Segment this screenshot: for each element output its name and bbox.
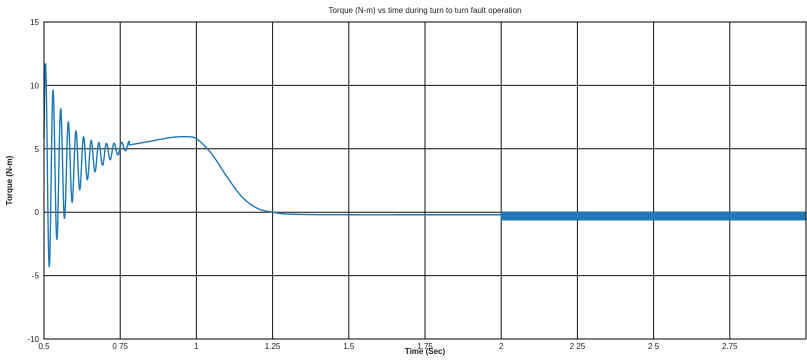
y-tick-label: 0 bbox=[35, 208, 40, 217]
x-tick-label: 2 bbox=[499, 342, 504, 351]
y-axis-label: Torque (N-m) bbox=[5, 155, 14, 205]
y-tick-label: -10 bbox=[27, 335, 39, 344]
x-tick-label: 0 75 bbox=[112, 342, 128, 351]
x-tick-label: 1.75 bbox=[417, 342, 433, 351]
series-torque bbox=[43, 63, 807, 268]
y-tick-label: 15 bbox=[30, 18, 39, 27]
grid bbox=[43, 21, 806, 340]
y-tick-label: 10 bbox=[30, 81, 39, 90]
y-tick-label: -5 bbox=[32, 272, 40, 281]
x-tick-label: 1 bbox=[194, 342, 199, 351]
x-tick-label: 1.5 bbox=[343, 342, 355, 351]
plot-frame bbox=[43, 21, 807, 340]
y-tick-labels: -10 -5 0 5 10 15 bbox=[27, 18, 39, 344]
x-tick-label: 0.5 bbox=[38, 342, 50, 351]
x-tick-label: 2 5 bbox=[648, 342, 660, 351]
x-tick-label: 1.25 bbox=[265, 342, 281, 351]
torque-line bbox=[43, 63, 807, 268]
x-axis-label: Time (Sec) bbox=[405, 347, 446, 356]
x-tick-labels: 0.5 0 75 1 1.25 1.5 1.75 2 2 25 2 5 2.75 bbox=[38, 342, 738, 351]
x-tick-label: 2.75 bbox=[722, 342, 738, 351]
x-tick-label: 2 25 bbox=[570, 342, 586, 351]
y-tick-label: 5 bbox=[35, 145, 40, 154]
chart-title: Torque (N-m) vs time during turn to turn… bbox=[329, 6, 522, 15]
